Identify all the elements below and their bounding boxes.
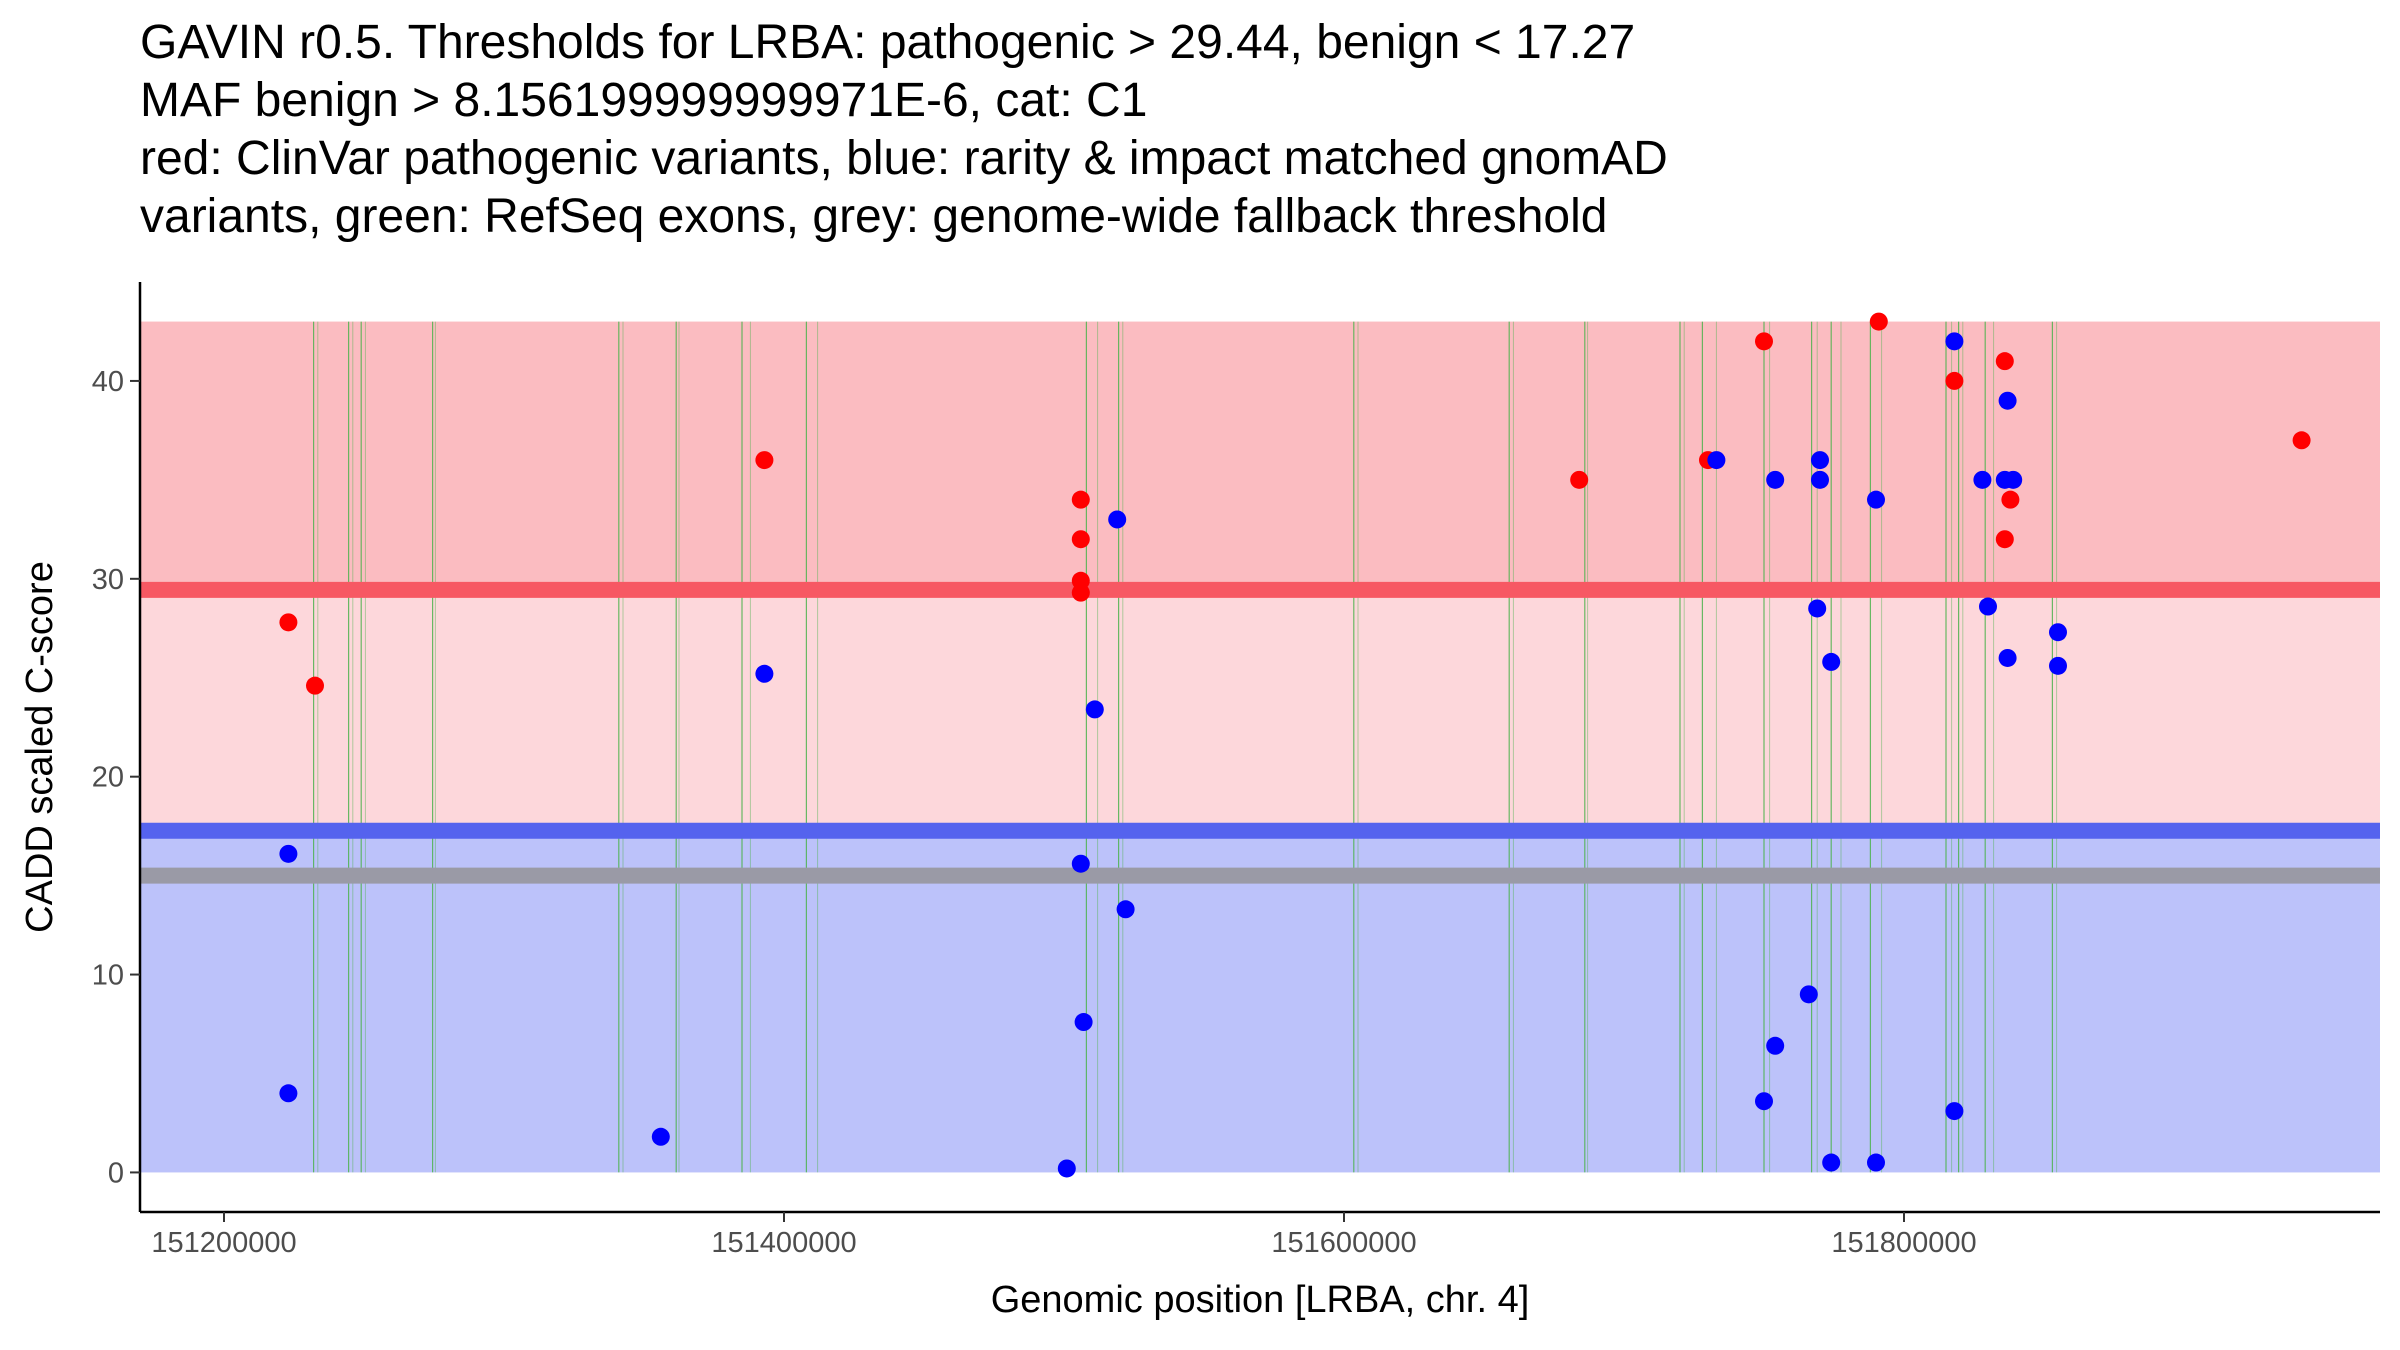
y-tick-label: 20 [92,762,124,794]
title-line-1: GAVIN r0.5. Thresholds for LRBA: pathoge… [140,16,1636,69]
benign-point [1811,451,1829,470]
pathogenic-point [279,613,298,632]
pathogenic-point [1755,332,1773,351]
x-tick-label: 151200000 [151,1227,296,1259]
threshold-bands [140,321,2380,1173]
benign-point [1979,597,1997,616]
x-tick-label: 151600000 [1271,1227,1416,1259]
pathogenic-point [1945,371,1964,390]
benign-point [1822,1153,1841,1172]
title-line-4: variants, green: RefSeq exons, grey: gen… [140,190,1608,243]
benign-point [1945,332,1964,351]
pathogenic-point [1570,470,1589,489]
y-tick-label: 30 [92,564,124,596]
x-tick-label: 151800000 [1831,1227,1976,1259]
y-axis-title: CADD scaled C-score [19,561,61,933]
benign-point [755,664,774,683]
benign-point [1766,1036,1785,1055]
benign-point [1867,1153,1885,1172]
pathogenic-point [1071,530,1090,549]
benign-point [1707,451,1726,470]
x-axis-title: Genomic position [LRBA, chr. 4] [991,1279,1530,1321]
pathogenic-point [306,676,324,695]
benign-point [2004,470,2023,489]
title-line-3: red: ClinVar pathogenic variants, blue: … [140,132,1668,185]
pathogenic-point [1869,312,1888,331]
chart-title: GAVIN r0.5. Thresholds for LRBA: pathoge… [140,14,2380,246]
y-tick-label: 40 [92,366,124,398]
benign-point [1822,652,1841,671]
pathogenic-band-lower [140,589,2380,831]
pathogenic-point [1071,490,1090,509]
benign-point [279,1084,298,1103]
benign-point [279,844,298,863]
benign-point [1057,1159,1076,1178]
benign-point [1811,470,1829,489]
benign-band [140,830,2380,1173]
y-tick-label: 10 [92,960,124,992]
pathogenic-point [1995,530,2014,549]
threshold-lines [140,581,2380,884]
axes: 0 10 20 30 40 151200000 151400000 151600000 1518… [92,282,2380,1259]
pathogenic-band-upper [140,321,2380,590]
exon-lines [313,321,2058,1173]
benign-point [1998,391,2017,410]
benign-point [2049,656,2067,675]
benign-point [1945,1102,1964,1121]
benign-point [2049,623,2067,642]
benign-point [651,1127,670,1146]
benign-point [1116,900,1135,919]
benign-point [1755,1092,1773,1111]
benign-point [1973,470,1992,489]
x-tick-label: 151400000 [711,1227,856,1259]
pathogenic-point [755,451,774,470]
pathogenic-point [2001,490,2020,509]
benign-point [1071,854,1090,873]
benign-point [1085,700,1104,719]
pathogenic-point [2292,431,2311,450]
pathogenic-point [1995,352,2014,371]
benign-point [1867,490,1885,509]
benign-point [1108,510,1127,529]
data-points [279,312,2311,1178]
benign-point [1766,470,1785,489]
y-tick-label: 0 [108,1157,124,1189]
title-line-2: MAF benign > 8.156199999999971E-6, cat: … [140,74,1148,127]
benign-point [1074,1013,1093,1032]
benign-point [1799,985,1818,1004]
benign-point [1808,599,1827,618]
benign-point [1998,648,2017,667]
pathogenic-point [1071,583,1090,602]
